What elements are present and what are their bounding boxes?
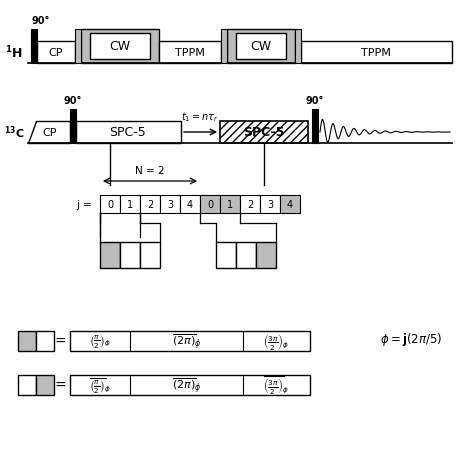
Text: $t_1 = n\tau_r$: $t_1 = n\tau_r$	[181, 110, 219, 124]
Bar	[120, 195, 140, 213]
Text: 1: 1	[227, 200, 233, 210]
Bar	[18, 375, 36, 395]
Bar	[295, 30, 301, 64]
Bar	[100, 195, 120, 213]
Text: $\mathbf{^1H}$: $\mathbf{^1H}$	[5, 44, 23, 61]
Text: j =: j =	[76, 200, 92, 210]
Text: $\phi = \mathbf{j}(2\pi/5)$: $\phi = \mathbf{j}(2\pi/5)$	[380, 331, 443, 348]
Text: CW: CW	[109, 40, 131, 53]
Bar	[220, 195, 240, 213]
Bar	[140, 195, 160, 213]
Bar	[200, 195, 220, 213]
Text: 3: 3	[167, 200, 173, 210]
Bar	[120, 243, 140, 269]
Bar	[36, 332, 54, 351]
Bar	[18, 332, 36, 351]
Bar	[90, 34, 150, 60]
Polygon shape	[28, 122, 70, 144]
Text: $\overline{(2\pi)}_\phi$: $\overline{(2\pi)}_\phi$	[172, 375, 201, 395]
Text: CP: CP	[43, 128, 57, 138]
Bar	[220, 122, 308, 144]
Bar	[70, 375, 310, 395]
Text: 1: 1	[127, 200, 133, 210]
Bar	[76, 122, 181, 144]
Text: 0: 0	[107, 200, 113, 210]
Bar	[236, 34, 286, 60]
Bar	[221, 30, 227, 64]
Text: 4: 4	[287, 200, 293, 210]
Bar	[160, 195, 180, 213]
Bar	[81, 30, 159, 64]
Bar	[75, 30, 81, 64]
Text: SPC-5: SPC-5	[243, 126, 285, 139]
Text: 4: 4	[187, 200, 193, 210]
Bar	[70, 110, 76, 144]
Text: =: =	[54, 378, 66, 392]
Text: 2: 2	[247, 200, 253, 210]
Bar	[140, 243, 160, 269]
Text: $\overline{\left(\frac{\pi}{2}\right)}_\phi$: $\overline{\left(\frac{\pi}{2}\right)}_\…	[89, 375, 111, 395]
Text: 90°: 90°	[64, 96, 82, 106]
Text: CP: CP	[49, 48, 63, 58]
Bar	[240, 195, 260, 213]
Bar	[256, 243, 276, 269]
Bar	[36, 375, 54, 395]
Text: $\left(\frac{\pi}{2}\right)_\phi$: $\left(\frac{\pi}{2}\right)_\phi$	[89, 333, 111, 350]
Text: 90°: 90°	[306, 96, 324, 106]
Bar	[70, 332, 310, 351]
Bar	[37, 42, 75, 64]
Text: TPPM: TPPM	[361, 48, 391, 58]
Bar	[180, 195, 200, 213]
Text: 90°: 90°	[31, 16, 49, 26]
Text: TPPM: TPPM	[175, 48, 205, 58]
Bar	[260, 195, 280, 213]
Text: $\overline{(2\pi)}_\phi$: $\overline{(2\pi)}_\phi$	[172, 332, 201, 351]
Bar	[312, 110, 318, 144]
Text: N = 2: N = 2	[135, 166, 165, 175]
Bar	[159, 42, 221, 64]
Text: =: =	[54, 334, 66, 348]
Text: 0: 0	[207, 200, 213, 210]
Text: SPC-5: SPC-5	[109, 126, 146, 139]
Text: 3: 3	[267, 200, 273, 210]
Bar	[301, 42, 452, 64]
Bar	[100, 243, 120, 269]
Text: $\left(\frac{3\pi}{2}\right)_\phi$: $\left(\frac{3\pi}{2}\right)_\phi$	[263, 332, 290, 351]
Text: 2: 2	[147, 200, 153, 210]
Bar	[216, 243, 236, 269]
Bar	[280, 195, 300, 213]
Bar	[31, 30, 37, 64]
Bar	[227, 30, 295, 64]
Text: $\overline{\left(\frac{3\pi}{2}\right)}_\phi$: $\overline{\left(\frac{3\pi}{2}\right)}_…	[263, 374, 290, 396]
Bar	[236, 243, 256, 269]
Text: $\mathbf{^{13}C}$: $\mathbf{^{13}C}$	[4, 125, 24, 141]
Text: CW: CW	[250, 40, 272, 53]
